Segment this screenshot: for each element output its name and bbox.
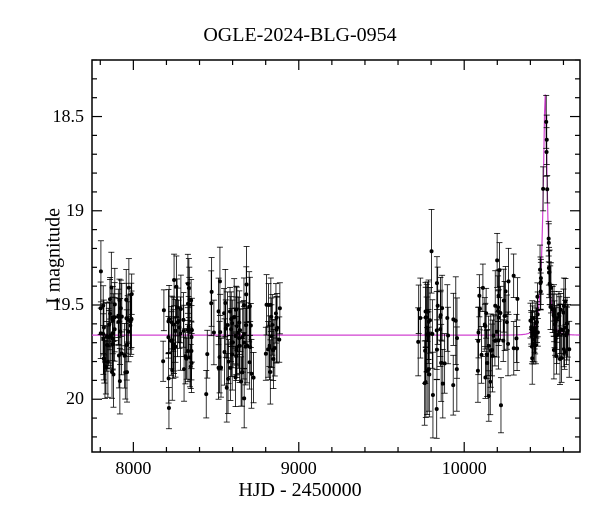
y-tick-label: 20 (66, 388, 84, 409)
x-tick-label: 9000 (274, 458, 324, 479)
chart-container: OGLE-2024-BLG-0954 I magnitude HJD - 245… (0, 0, 600, 512)
y-tick-label: 18.5 (53, 106, 85, 127)
x-tick-label: 8000 (108, 458, 158, 479)
y-tick-label: 19 (66, 200, 84, 221)
plot-svg (0, 0, 600, 512)
x-tick-label: 10000 (439, 458, 489, 479)
y-tick-label: 19.5 (53, 294, 85, 315)
